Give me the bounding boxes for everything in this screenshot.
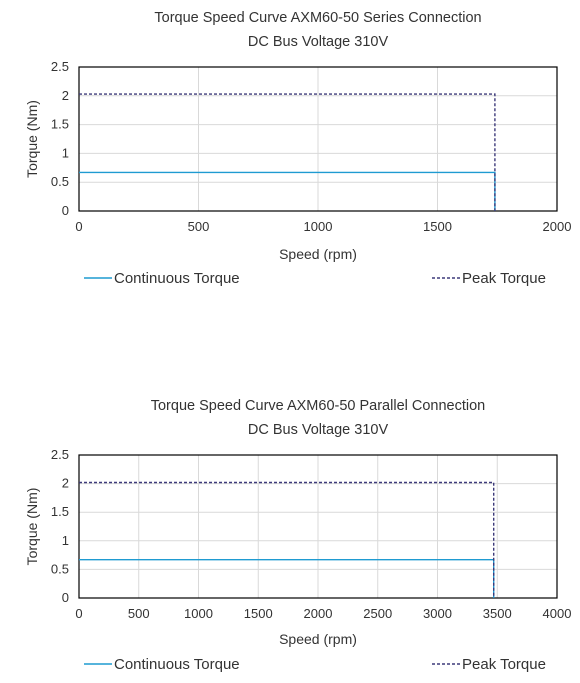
y-tick-label: 1.5 [51,504,69,519]
y-tick-label: 1.5 [51,117,69,132]
y-axis-label: Torque (Nm) [24,100,40,178]
chart-title: Torque Speed Curve AXM60-50 Parallel Con… [151,398,486,414]
plot-frame [78,454,558,599]
x-tick-label: 2000 [543,219,572,234]
x-tick-label: 0 [75,606,82,621]
x-tick-label: 1500 [244,606,273,621]
x-axis-label: Speed (rpm) [279,246,357,262]
x-tick-label: 1000 [184,606,213,621]
continuous-torque-line [79,559,495,598]
y-tick-label: 0.5 [51,561,69,576]
x-tick-label: 4000 [543,606,572,621]
x-tick-label: 3000 [423,606,452,621]
y-tick-label: 1 [62,533,69,548]
x-tick-label: 2000 [304,606,333,621]
peak-torque-line [79,93,496,211]
legend-label: Peak Torque [462,656,546,673]
y-tick-label: 2.5 [51,59,69,74]
legend-label: Peak Torque [462,270,546,287]
chart-1: Torque Speed Curve AXM60-50 Series Conne… [24,10,571,287]
legend-label: Continuous Torque [114,270,240,287]
x-tick-label: 1000 [304,219,333,234]
continuous-torque-line [79,171,496,211]
y-tick-label: 0 [62,590,69,605]
legend-label: Continuous Torque [114,656,240,673]
y-tick-label: 1 [62,145,69,160]
y-tick-label: 0 [62,203,69,218]
chart-title: Torque Speed Curve AXM60-50 Series Conne… [154,10,481,26]
chart-subtitle: DC Bus Voltage 310V [248,34,389,50]
y-tick-label: 2 [62,476,69,491]
x-tick-label: 500 [188,219,210,234]
chart-2: Torque Speed Curve AXM60-50 Parallel Con… [24,398,571,673]
chart-subtitle: DC Bus Voltage 310V [248,422,389,438]
y-tick-label: 2.5 [51,447,69,462]
x-tick-label: 500 [128,606,150,621]
y-tick-label: 2 [62,88,69,103]
y-tick-label: 0.5 [51,174,69,189]
x-axis-label: Speed (rpm) [279,631,357,647]
y-axis-label: Torque (Nm) [24,488,40,566]
peak-torque-line [79,481,495,598]
plot-frame [78,66,558,212]
x-tick-label: 1500 [423,219,452,234]
x-tick-label: 2500 [363,606,392,621]
x-tick-label: 3500 [483,606,512,621]
x-tick-label: 0 [75,219,82,234]
